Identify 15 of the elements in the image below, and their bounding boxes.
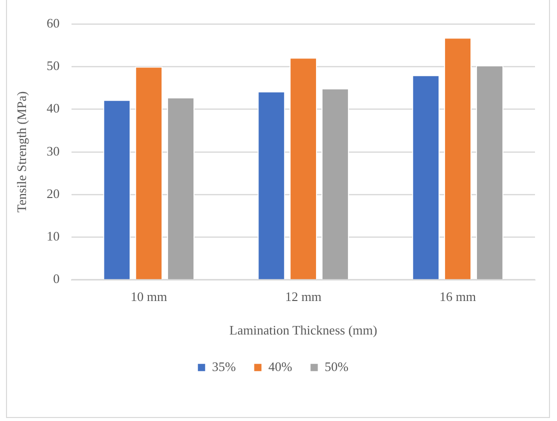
- y-tick-label: 50: [46, 58, 60, 74]
- y-tick-label: 40: [46, 100, 60, 116]
- x-tick-label: 10 mm: [130, 289, 168, 304]
- y-axis-title: Tensile Strength (MPa): [14, 91, 30, 212]
- legend-label: 40%: [268, 358, 292, 374]
- y-tick-label: 20: [46, 186, 60, 201]
- x-tick-label: 16 mm: [440, 289, 476, 304]
- y-tick-label: 0: [53, 271, 60, 286]
- legend-label: 50%: [324, 358, 349, 374]
- y-tick-label: 30: [46, 143, 60, 158]
- legend-label: 35%: [212, 358, 236, 374]
- y-tick-label: 10: [46, 228, 60, 244]
- x-tick-label: 12 mm: [285, 289, 322, 304]
- x-axis-title: Lamination Thickness (mm): [229, 322, 378, 338]
- y-tick-label: 60: [46, 15, 60, 30]
